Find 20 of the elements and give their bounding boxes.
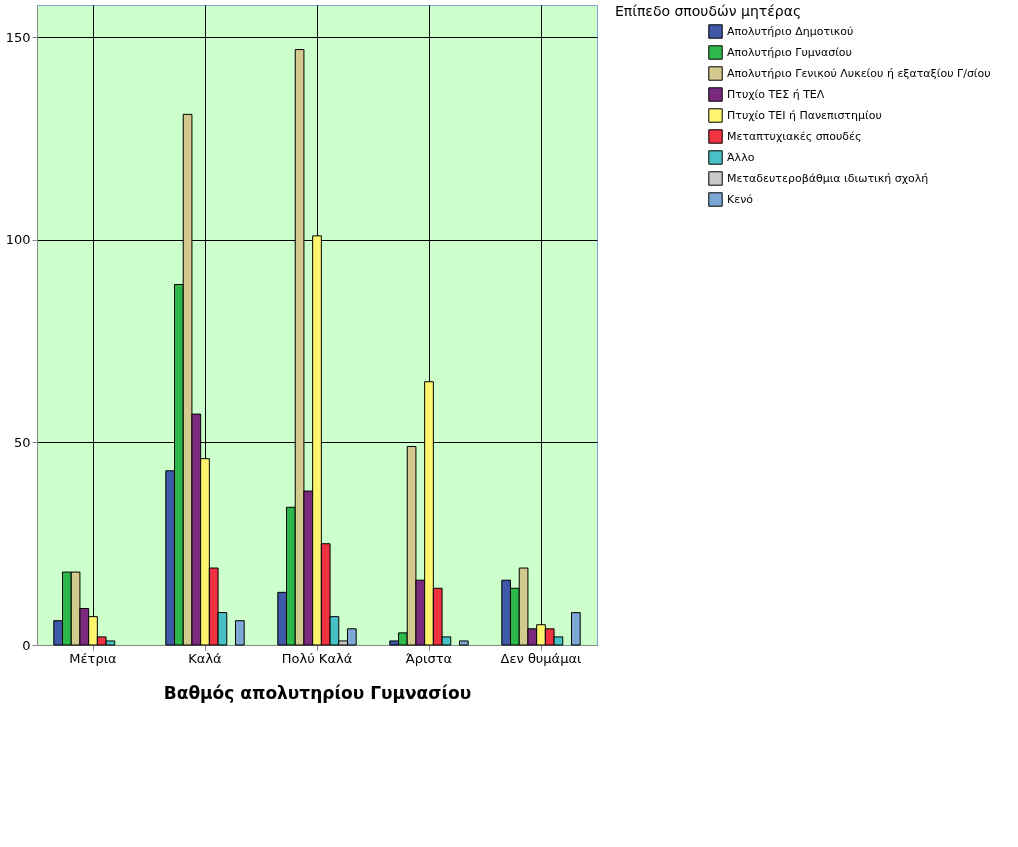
x-tick-label: Άριστα	[405, 650, 453, 666]
x-tick-label: Δεν θυμάμαι	[500, 650, 582, 666]
x-tick-label: Μέτρια	[69, 650, 117, 666]
x-tick-label: Πολύ Καλά	[281, 650, 353, 666]
legend-label: Πτυχίο ΤΕΙ ή Πανεπιστημίου	[727, 108, 882, 122]
legend-label: Μεταπτυχιακές σπουδές	[727, 129, 862, 143]
legend-label: Κενό	[727, 192, 754, 206]
legend-label: Άλλο	[727, 150, 755, 164]
y-tick-label: 150	[5, 29, 31, 45]
legend-label: Απολυτήριο Γενικού Λυκείου ή εξαταξίου Γ/σίου	[727, 66, 991, 80]
x-axis-title: Βαθμός απολυτηρίου Γυμνασίου	[163, 682, 472, 703]
y-tick-label: 50	[13, 434, 31, 450]
legend-label: Μεταδευτεροβάθμια ιδιωτική σχολή	[727, 171, 929, 185]
x-tick-label: Καλά	[188, 650, 222, 666]
legend-title: Επίπεδο σπουδών μητέρας	[614, 3, 802, 19]
y-tick-label: 100	[5, 232, 31, 248]
legend-label: Απολυτήριο Δημοτικού	[727, 24, 854, 38]
y-tick-label: 0	[22, 637, 31, 653]
legend-label: Πτυχίο ΤΕΣ ή ΤΕΛ	[727, 87, 825, 101]
legend-label: Απολυτήριο Γυμνασίου	[727, 45, 852, 59]
